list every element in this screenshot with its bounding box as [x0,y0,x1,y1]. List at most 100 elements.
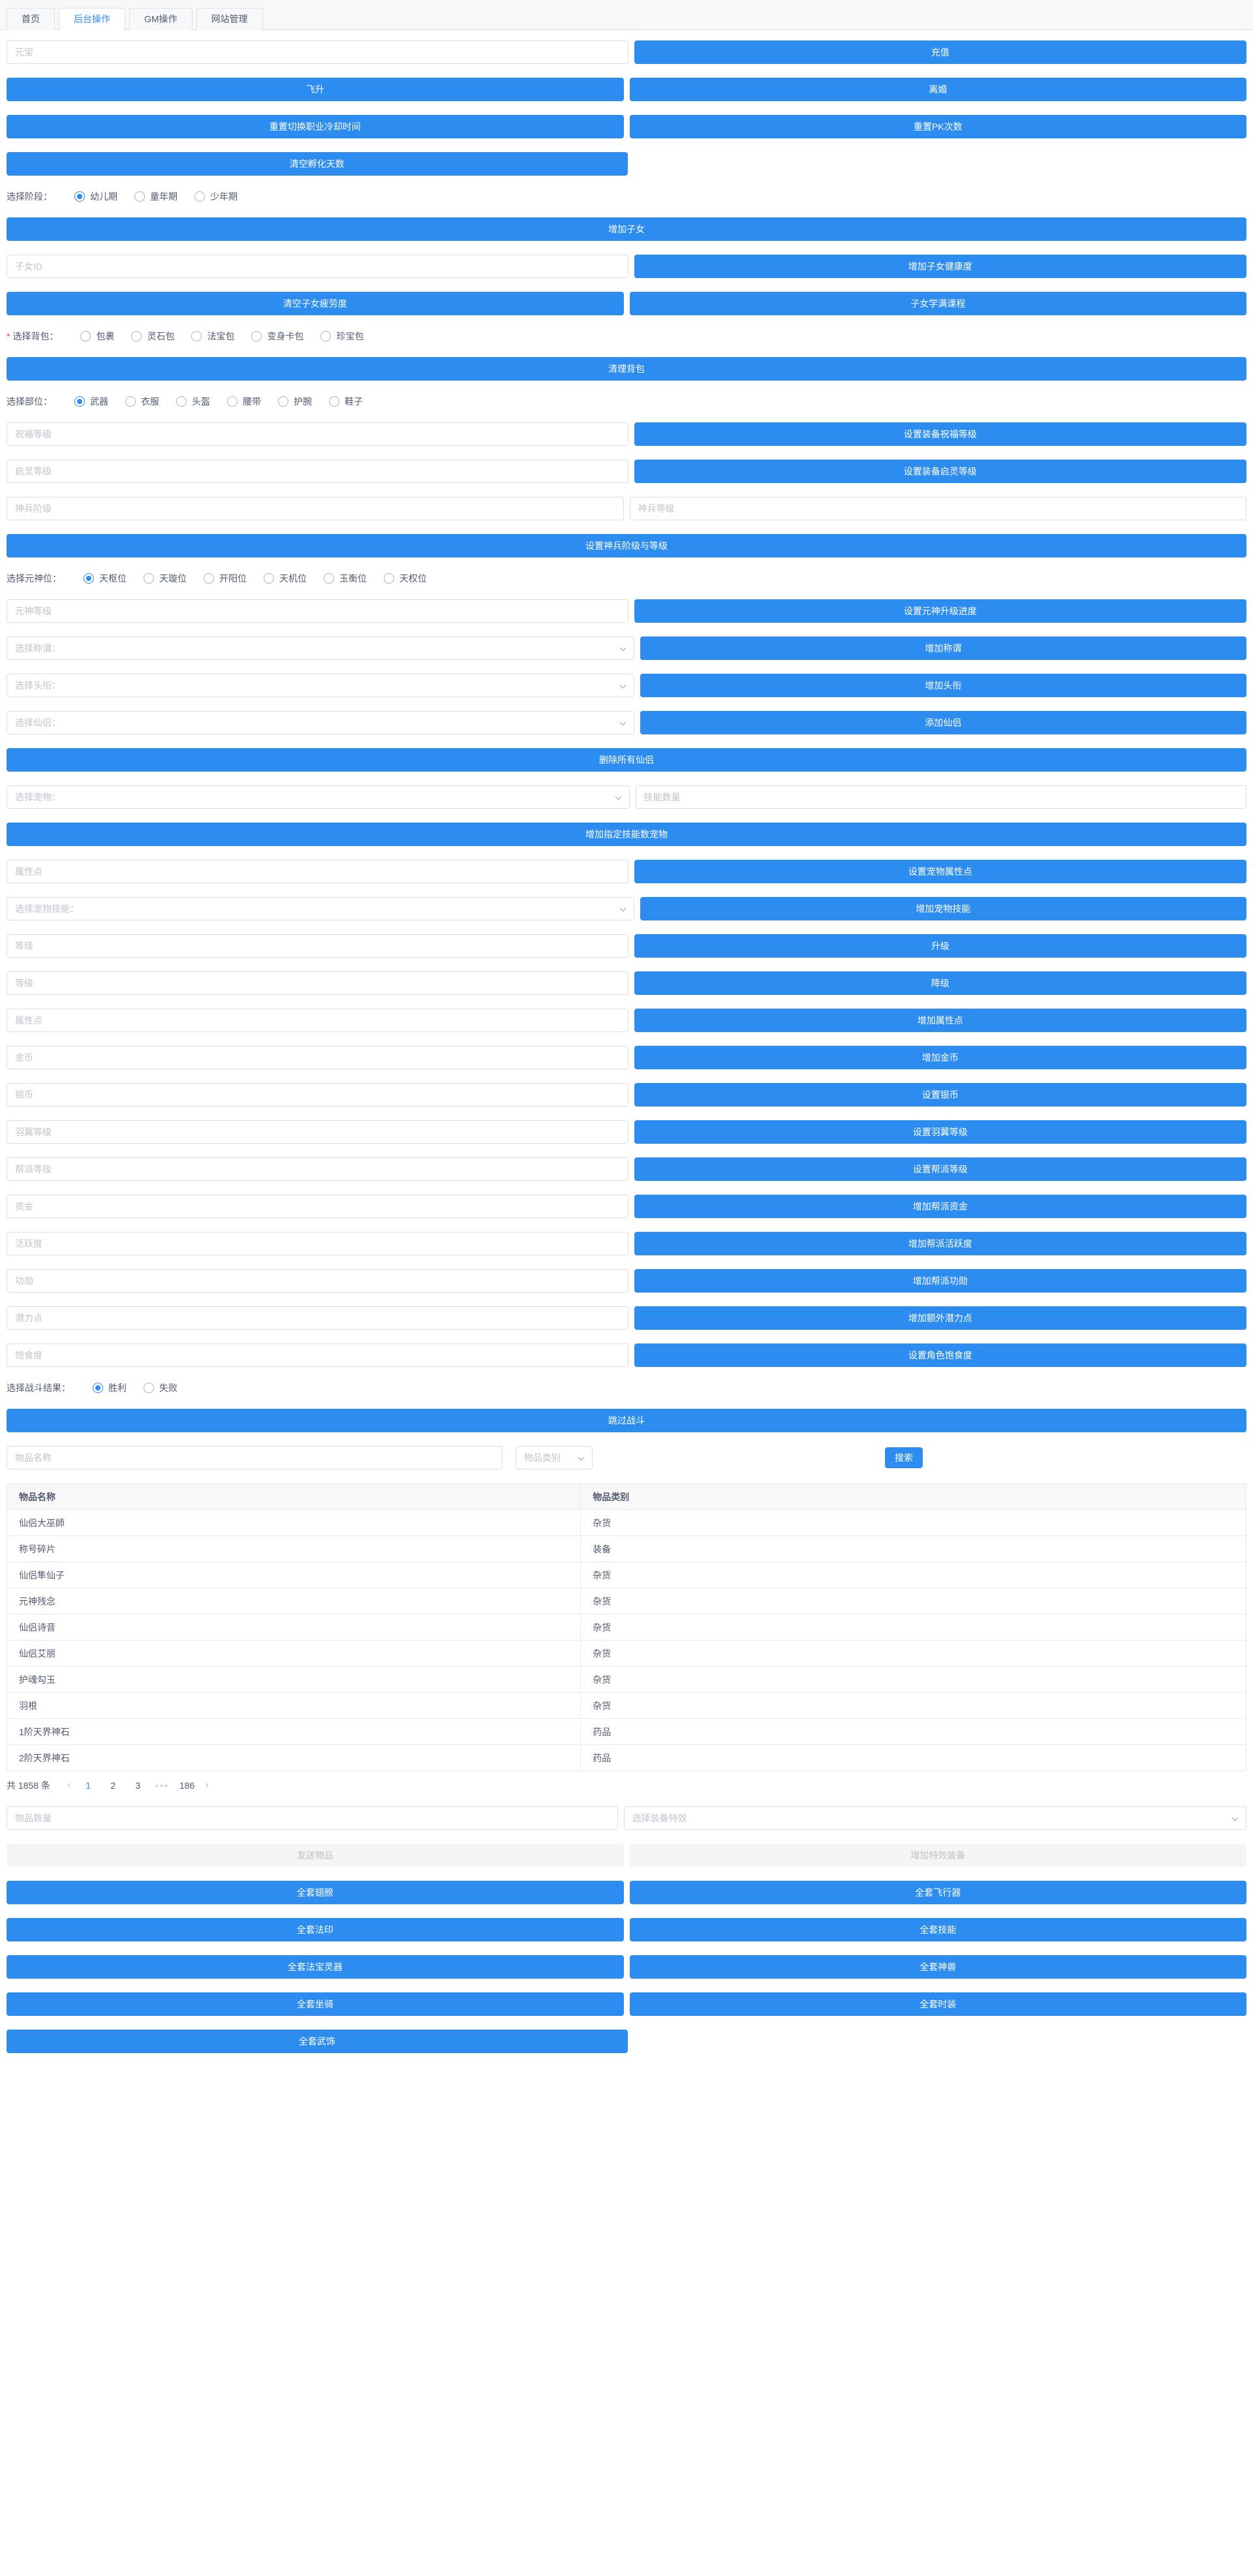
text-input[interactable] [7,255,628,278]
action-button[interactable]: 增加头衔 [640,674,1246,697]
action-button[interactable]: 增加额外潜力点 [634,1306,1246,1330]
action-button[interactable]: 设置装备启灵等级 [634,460,1246,483]
action-button[interactable]: 全套时装 [629,1992,1246,2016]
action-button[interactable]: 增加帮派活跃度 [634,1232,1246,1255]
radio-option[interactable]: 头盔 [176,395,210,408]
disabled-action-button[interactable]: 增加特效装备 [629,1844,1246,1867]
action-button[interactable]: 全套神兽 [629,1955,1246,1979]
radio-option[interactable]: 衣服 [125,395,159,408]
text-input[interactable] [7,1009,628,1032]
action-button[interactable]: 增加宠物技能 [640,897,1246,920]
table-row[interactable]: 称号碎片 装备 [6,1535,1246,1562]
text-input[interactable] [635,785,1246,809]
action-button[interactable]: 全套翅膀 [7,1881,624,1904]
text-input[interactable] [7,1232,628,1255]
text-input[interactable] [7,1083,628,1107]
section-action-button[interactable]: 设置神兵阶级与等级 [7,534,1246,558]
action-button[interactable]: 设置宠物属性点 [634,860,1246,883]
section-action-button[interactable]: 增加指定技能数宠物 [7,823,1246,846]
action-button[interactable]: 清空孵化天数 [7,152,628,176]
action-button[interactable]: 增加帮派功勋 [634,1269,1246,1293]
select-dropdown[interactable]: 选择装备特效 [623,1806,1246,1830]
select-dropdown[interactable]: 选择仙侣： [7,711,634,734]
text-input[interactable] [7,1269,628,1293]
page-prev-button[interactable]: ‹ [67,1780,71,1791]
action-button[interactable]: 增加属性点 [634,1009,1246,1032]
radio-option[interactable]: 变身卡包 [251,330,303,343]
action-button[interactable]: 全套法宝灵器 [7,1955,624,1979]
radio-option[interactable]: 包裹 [80,330,114,343]
radio-option[interactable]: 武器 [74,395,108,408]
section-action-button[interactable]: 删除所有仙侣 [7,748,1246,772]
text-input[interactable] [7,40,628,64]
action-button[interactable]: 飞升 [7,78,624,101]
search-button[interactable]: 搜索 [885,1447,923,1468]
action-button[interactable]: 全套技能 [629,1918,1246,1941]
action-button[interactable]: 设置角色饱食度 [634,1343,1246,1367]
text-input[interactable] [7,1046,628,1069]
radio-option[interactable]: 天权位 [384,572,427,585]
text-input[interactable] [7,1343,628,1367]
action-button[interactable]: 设置帮派等级 [634,1157,1246,1181]
text-input[interactable] [7,934,628,958]
action-button[interactable]: 增加称谓 [640,636,1246,660]
radio-option[interactable]: 天机位 [264,572,307,585]
action-button[interactable]: 增加金币 [634,1046,1246,1069]
radio-option[interactable]: 天璇位 [144,572,187,585]
table-row[interactable]: 1阶天界神石 药品 [6,1718,1246,1745]
action-button[interactable]: 添加仙侣 [640,711,1246,734]
action-button[interactable]: 重置PK次数 [629,115,1246,138]
section-action-button[interactable]: 增加子女 [7,217,1246,241]
radio-option[interactable]: 少年期 [194,190,238,203]
text-input[interactable] [7,460,628,483]
select-dropdown[interactable]: 选择头衔： [7,674,634,697]
tab[interactable]: GM操作 [129,8,193,30]
action-button[interactable]: 全套坐骑 [7,1992,624,2016]
action-button[interactable]: 设置元神升级进度 [634,599,1246,623]
radio-option[interactable]: 护腕 [278,395,312,408]
action-button[interactable]: 设置装备祝福等级 [634,422,1246,446]
text-input[interactable] [7,971,628,995]
radio-option[interactable]: 鞋子 [329,395,363,408]
action-button[interactable]: 子女学满课程 [629,292,1246,315]
select-dropdown[interactable]: 选择宠物技能： [7,897,634,920]
table-row[interactable]: 羽根 杂货 [6,1692,1246,1719]
radio-option[interactable]: 童年期 [134,190,178,203]
action-button[interactable]: 重置切换职业冷却时间 [7,115,624,138]
action-button[interactable]: 升级 [634,934,1246,958]
section-action-button[interactable]: 跳过战斗 [7,1409,1246,1432]
table-row[interactable]: 仙侣大巫師 杂货 [6,1509,1246,1536]
radio-option[interactable]: 灵石包 [131,330,174,343]
page-number[interactable]: 2 [110,1780,116,1791]
select-dropdown[interactable]: 选择称谓： [7,636,634,660]
item-name-search-input[interactable] [7,1446,503,1469]
action-button[interactable]: 离婚 [629,78,1246,101]
table-row[interactable]: 仙侣诗音 杂货 [6,1614,1246,1641]
action-button[interactable]: 全套飞行器 [629,1881,1246,1904]
action-button[interactable]: 设置羽翼等级 [634,1120,1246,1144]
page-number[interactable]: 1 [85,1780,91,1791]
text-input[interactable] [7,1195,628,1218]
action-button[interactable]: 清空子女疲劳度 [7,292,624,315]
tab-active[interactable]: 后台操作 [59,8,125,30]
table-row[interactable]: 护魂勾玉 杂货 [6,1666,1246,1693]
disabled-action-button[interactable]: 发送物品 [7,1844,624,1867]
action-button[interactable]: 增加子女健康度 [634,255,1246,278]
text-input[interactable] [7,497,624,520]
radio-option[interactable]: 法宝包 [191,330,234,343]
text-input[interactable] [7,599,628,623]
radio-option[interactable]: 胜利 [93,1381,127,1394]
tab[interactable]: 网站管理 [196,8,263,30]
action-button[interactable]: 设置银币 [634,1083,1246,1107]
table-row[interactable]: 仙侣艾丽 杂货 [6,1640,1246,1667]
radio-option[interactable]: 珍宝包 [320,330,364,343]
action-button[interactable]: 全套法印 [7,1918,624,1941]
text-input[interactable] [7,422,628,446]
table-row[interactable]: 2阶天界神石 药品 [6,1744,1246,1771]
radio-option[interactable]: 玉衡位 [324,572,367,585]
action-button[interactable]: 降级 [634,971,1246,995]
page-next-button[interactable]: › [205,1780,209,1791]
radio-option[interactable]: 开阳位 [204,572,247,585]
text-input[interactable] [629,497,1246,520]
table-row[interactable]: 仙侣隼仙子 杂货 [6,1562,1246,1588]
